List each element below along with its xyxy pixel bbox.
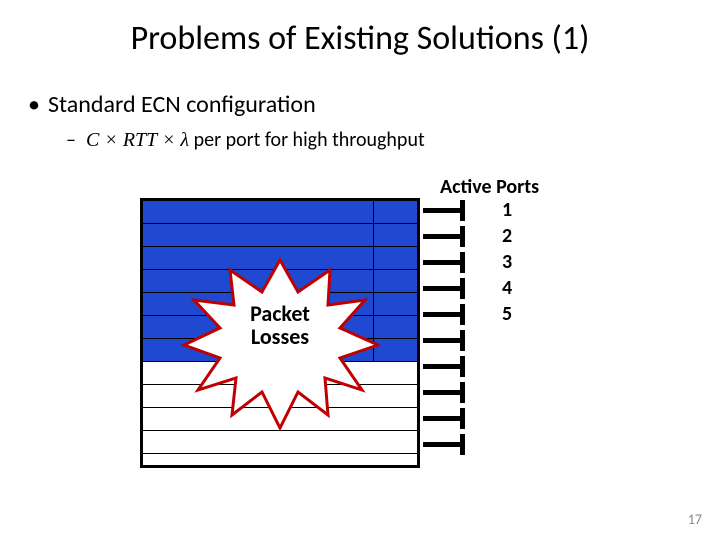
- port-stem: [423, 416, 461, 421]
- port-number: 4: [502, 276, 512, 300]
- bullet-sub-text: per port for high throughput: [189, 128, 425, 152]
- diagram: Packet Losses Active Ports 12345: [140, 180, 640, 480]
- port-cap: [460, 382, 465, 403]
- ports-header: Active Ports: [440, 175, 539, 199]
- port-stem: [423, 364, 461, 369]
- packet-losses-burst: Packet Losses: [210, 280, 350, 370]
- port-cap: [460, 330, 465, 351]
- port-stem: [423, 286, 461, 291]
- slide-title: Problems of Existing Solutions (1): [0, 0, 720, 59]
- port-stem: [423, 390, 461, 395]
- port-cap: [460, 252, 465, 273]
- port-cap: [460, 226, 465, 247]
- buffer-row: [143, 201, 417, 224]
- burst-line1: Packet: [250, 302, 310, 325]
- buffer-row: [143, 224, 417, 247]
- port-number: 1: [502, 198, 512, 222]
- port-stem: [423, 312, 461, 317]
- port-number: 5: [502, 302, 512, 326]
- port-stem: [423, 208, 461, 213]
- formula: C × RTT × λ: [86, 129, 189, 151]
- bullet-sub: C × RTT × λ per port for high throughput: [86, 128, 425, 152]
- port-stem: [423, 338, 461, 343]
- port-stem: [423, 442, 461, 447]
- page-number: 17: [688, 511, 702, 528]
- bullet-main: Standard ECN configuration: [48, 90, 316, 119]
- burst-line2: Losses: [251, 325, 309, 348]
- port-cap: [460, 356, 465, 377]
- port-cap: [460, 434, 465, 455]
- port-number: 2: [502, 224, 512, 248]
- port-number: 3: [502, 250, 512, 274]
- port-cap: [460, 278, 465, 299]
- port-stem: [423, 260, 461, 265]
- port-cap: [460, 304, 465, 325]
- port-cap: [460, 200, 465, 221]
- port-cap: [460, 408, 465, 429]
- port-stem: [423, 234, 461, 239]
- burst-label: Packet Losses: [210, 280, 350, 370]
